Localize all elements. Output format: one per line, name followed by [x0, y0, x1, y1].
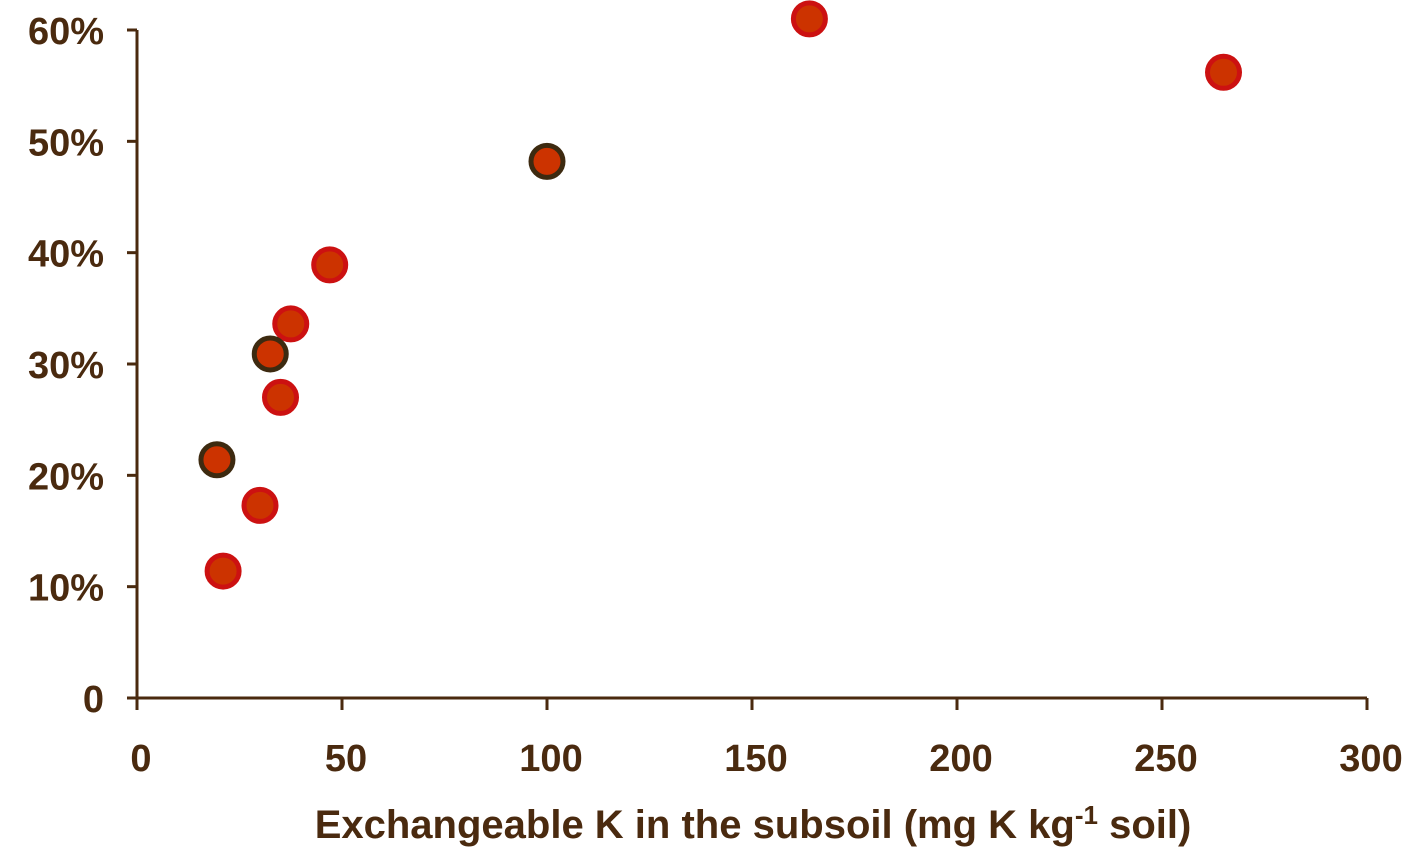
data-point — [198, 441, 236, 479]
data-point — [241, 486, 279, 524]
y-tick-label: 0 — [83, 679, 104, 721]
x-tick-label: 150 — [724, 738, 787, 780]
x-tick-label: 300 — [1339, 738, 1402, 780]
x-tick-label: 250 — [1134, 738, 1197, 780]
y-tick-label: 50% — [28, 122, 104, 164]
ticks: 0 10% 20% 30% 40% 50% 60% 0 50 100 150 200 250 300 — [28, 11, 1403, 780]
y-tick-label: 10% — [28, 568, 104, 610]
data-point — [251, 335, 289, 373]
data-point — [790, 0, 828, 38]
x-tick-label: 200 — [929, 738, 992, 780]
axes — [135, 30, 1367, 700]
y-tick-label: 30% — [28, 345, 104, 387]
x-axis-title-main: Exchangeable K in the subsoil (mg K kg — [315, 803, 1075, 847]
x-tick-label: 0 — [130, 738, 151, 780]
data-point — [311, 246, 349, 284]
y-tick-label: 40% — [28, 234, 104, 276]
y-tick-label: 20% — [28, 456, 104, 498]
data-point — [272, 305, 310, 343]
data-points — [198, 0, 1242, 590]
data-point — [1205, 53, 1242, 91]
data-point — [528, 142, 566, 180]
x-axis-title-superscript: -1 — [1075, 800, 1098, 830]
x-tick-label: 50 — [325, 738, 367, 780]
x-tick-label: 100 — [519, 738, 582, 780]
data-point — [204, 552, 242, 590]
y-tick-label: 60% — [28, 11, 104, 53]
x-axis-title: Exchangeable K in the subsoil (mg K kg-1… — [315, 800, 1192, 847]
x-axis-title-unit: soil) — [1098, 803, 1191, 847]
data-point — [262, 378, 299, 416]
